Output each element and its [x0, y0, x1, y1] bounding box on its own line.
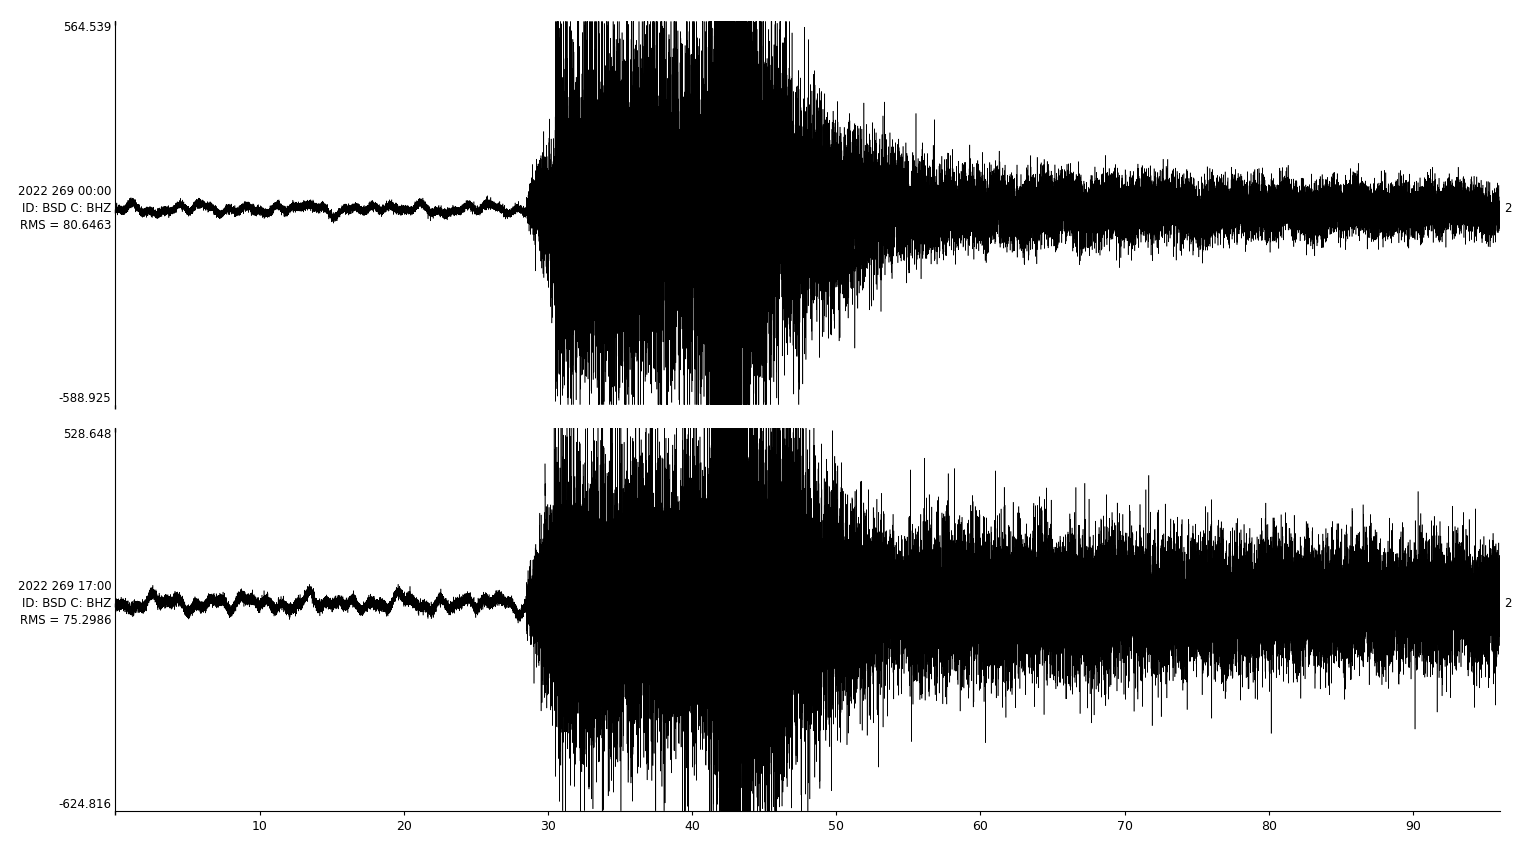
- Text: -624.816: -624.816: [58, 798, 111, 811]
- Text: -588.925: -588.925: [58, 391, 111, 405]
- Text: 2022 269 00:00
ID: BSD C: BHZ
RMS = 80.6463: 2022 269 00:00 ID: BSD C: BHZ RMS = 80.6…: [18, 185, 111, 233]
- Text: 2: 2: [1504, 202, 1512, 215]
- Text: 564.539: 564.539: [63, 21, 111, 34]
- Text: 528.648: 528.648: [63, 427, 111, 441]
- Text: 2022 269 17:00
ID: BSD C: BHZ
RMS = 75.2986: 2022 269 17:00 ID: BSD C: BHZ RMS = 75.2…: [17, 580, 111, 626]
- Text: 2: 2: [1504, 597, 1512, 610]
